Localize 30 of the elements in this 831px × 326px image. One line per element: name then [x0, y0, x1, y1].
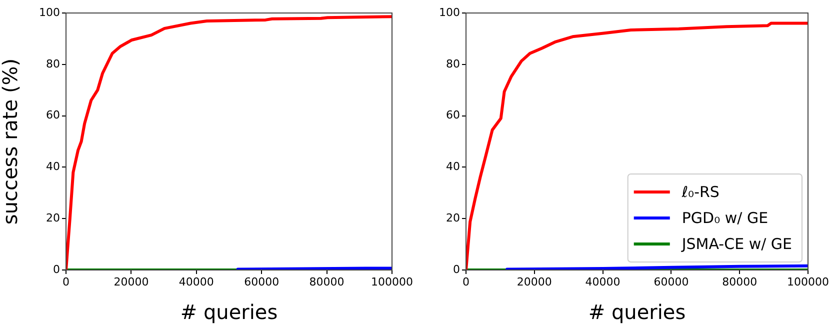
y-tick-label: 40 [46, 160, 60, 174]
legend-label: PGD₀ w/ GE [682, 208, 768, 227]
x-tick-label: 100000 [787, 275, 830, 288]
y-tick-label: 60 [46, 108, 60, 122]
x-tick-label: 40000 [585, 275, 620, 288]
y-tick-label: 0 [53, 262, 60, 276]
x-tick-label: 60000 [654, 275, 689, 288]
y-tick-label: 80 [46, 57, 60, 70]
x-tick-label: 40000 [178, 275, 214, 288]
y-tick-label: 20 [46, 211, 60, 224]
y-tick-label: 0 [453, 262, 460, 276]
y-tick-label: 60 [446, 108, 460, 122]
x-tick-label: 0 [62, 275, 70, 288]
legend-label: ℓ₀-RS [680, 182, 720, 201]
legend-label: JSMA-CE w/ GE [680, 234, 792, 253]
y-axis-title: success rate (%) [0, 58, 22, 225]
x-tick-label: 20000 [516, 275, 552, 288]
x-tick-label: 20000 [114, 275, 149, 288]
y-tick-label: 100 [39, 6, 60, 19]
y-tick-label: 80 [446, 57, 460, 70]
x-tick-label: 80000 [722, 275, 758, 288]
x-tick-label: 0 [462, 275, 470, 288]
x-tick-label: 80000 [309, 275, 344, 288]
y-tick-label: 40 [446, 160, 460, 174]
y-tick-label: 20 [446, 211, 460, 224]
x-tick-label: 100000 [371, 275, 414, 288]
x-tick-label: 60000 [244, 275, 280, 288]
x-axis-title: # queries [588, 300, 686, 324]
y-tick-label: 100 [439, 6, 460, 19]
x-axis-title: # queries [180, 300, 278, 324]
